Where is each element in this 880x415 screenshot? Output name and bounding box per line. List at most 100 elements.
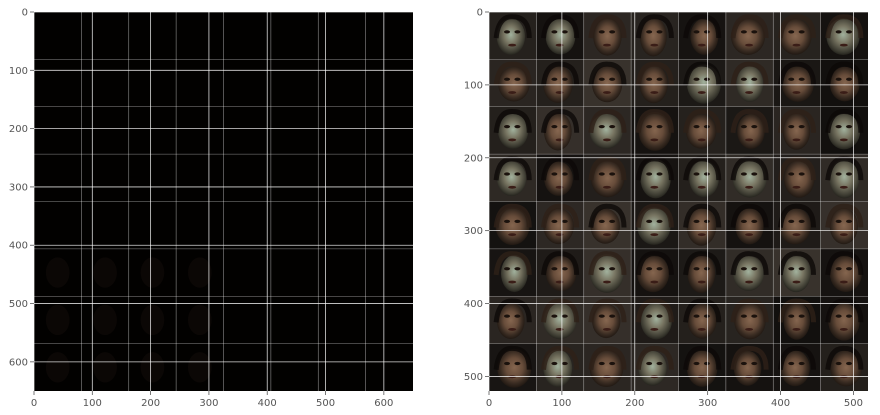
face-hair: [588, 345, 627, 371]
face-mouth: [745, 280, 754, 284]
face-hair: [540, 251, 580, 276]
face: [733, 350, 762, 386]
face-mouth: [602, 91, 611, 94]
face-hair: [635, 108, 674, 134]
face-eye: [656, 30, 663, 34]
face-eye: [693, 314, 700, 318]
face-eye: [598, 30, 605, 34]
face-hair: [730, 108, 769, 134]
face-eye: [835, 77, 842, 81]
face-hair: [777, 14, 817, 39]
face-eye: [656, 314, 663, 318]
face-hair: [540, 345, 580, 371]
face-eye: [798, 361, 805, 366]
face-eye: [504, 172, 511, 176]
face-eye: [656, 361, 663, 366]
face-mouth: [697, 233, 706, 237]
face: [734, 302, 766, 340]
face-mouth: [650, 233, 659, 237]
face-eye: [835, 30, 842, 34]
face-hair: [635, 14, 674, 39]
left-faint-tiles: [45, 257, 212, 383]
face-eye: [798, 30, 805, 34]
face: [590, 254, 624, 293]
face-eye: [646, 77, 653, 81]
face-eye: [551, 267, 558, 271]
face-eye: [656, 125, 663, 129]
face-hair: [825, 203, 864, 228]
face-eye: [656, 267, 663, 271]
y-tick-label: 0: [477, 8, 483, 19]
face-hair: [635, 61, 674, 86]
x-tick-label: 300: [698, 398, 717, 409]
x-tick-label: 400: [771, 398, 790, 409]
face: [732, 159, 767, 198]
face-hair: [540, 14, 580, 39]
face-eye: [740, 172, 747, 176]
face-eye: [693, 219, 700, 223]
y-tick-label: 0: [22, 8, 28, 19]
face: [686, 349, 718, 387]
face: [783, 159, 815, 198]
y-tick-label: 100: [464, 80, 483, 91]
face-hair: [588, 203, 627, 228]
face: [830, 350, 862, 387]
face-eye: [751, 314, 758, 318]
face-mouth: [555, 280, 564, 284]
face-eye: [514, 77, 521, 81]
face-eye: [514, 267, 521, 271]
face-eye: [846, 172, 853, 176]
face: [498, 113, 529, 149]
face-hair: [493, 156, 532, 181]
face-eye: [703, 172, 710, 176]
face-eye: [751, 30, 758, 34]
face: [589, 349, 624, 388]
y-tick-label: 600: [9, 357, 28, 368]
face-hair: [730, 14, 769, 39]
face-mouth: [555, 91, 564, 94]
face-eye: [751, 267, 758, 271]
y-tick-label: 400: [464, 299, 483, 310]
face-hair: [493, 61, 532, 86]
face-hair: [825, 298, 864, 323]
face-eye: [703, 30, 710, 34]
face-mouth: [650, 43, 659, 47]
face-eye: [514, 219, 521, 223]
face-hair: [493, 14, 532, 39]
face-hair: [683, 14, 722, 39]
face-eye: [740, 219, 747, 223]
face-hair: [588, 61, 627, 86]
face: [638, 111, 672, 151]
face: [543, 302, 577, 340]
face-mouth: [792, 328, 801, 331]
face-eye: [551, 125, 558, 129]
face: [544, 161, 573, 196]
x-tick-label: 100: [83, 398, 102, 409]
face-mouth: [508, 43, 517, 47]
face-mouth: [697, 328, 706, 331]
face-hair: [825, 251, 864, 276]
face-eye: [740, 77, 747, 81]
face-hair: [777, 156, 817, 181]
face-eye: [751, 77, 758, 81]
face-eye: [551, 314, 558, 318]
face-eye: [561, 30, 568, 34]
face-mouth: [839, 91, 848, 94]
face-mouth: [508, 233, 517, 237]
x-tick-label: 400: [258, 398, 277, 409]
faint-tile: [140, 304, 165, 336]
face-hair: [825, 61, 864, 86]
face-eye: [703, 314, 710, 318]
face: [496, 161, 527, 197]
face: [780, 350, 810, 387]
face: [828, 301, 860, 341]
face-eye: [798, 77, 805, 81]
face-eye: [504, 361, 511, 366]
face: [543, 112, 572, 151]
face-eye: [835, 361, 842, 366]
face-eye: [598, 77, 605, 81]
face-eye: [798, 267, 805, 271]
face-hair: [493, 203, 532, 228]
right-y-ticks: 0 100 200 300 400 500: [464, 8, 489, 383]
